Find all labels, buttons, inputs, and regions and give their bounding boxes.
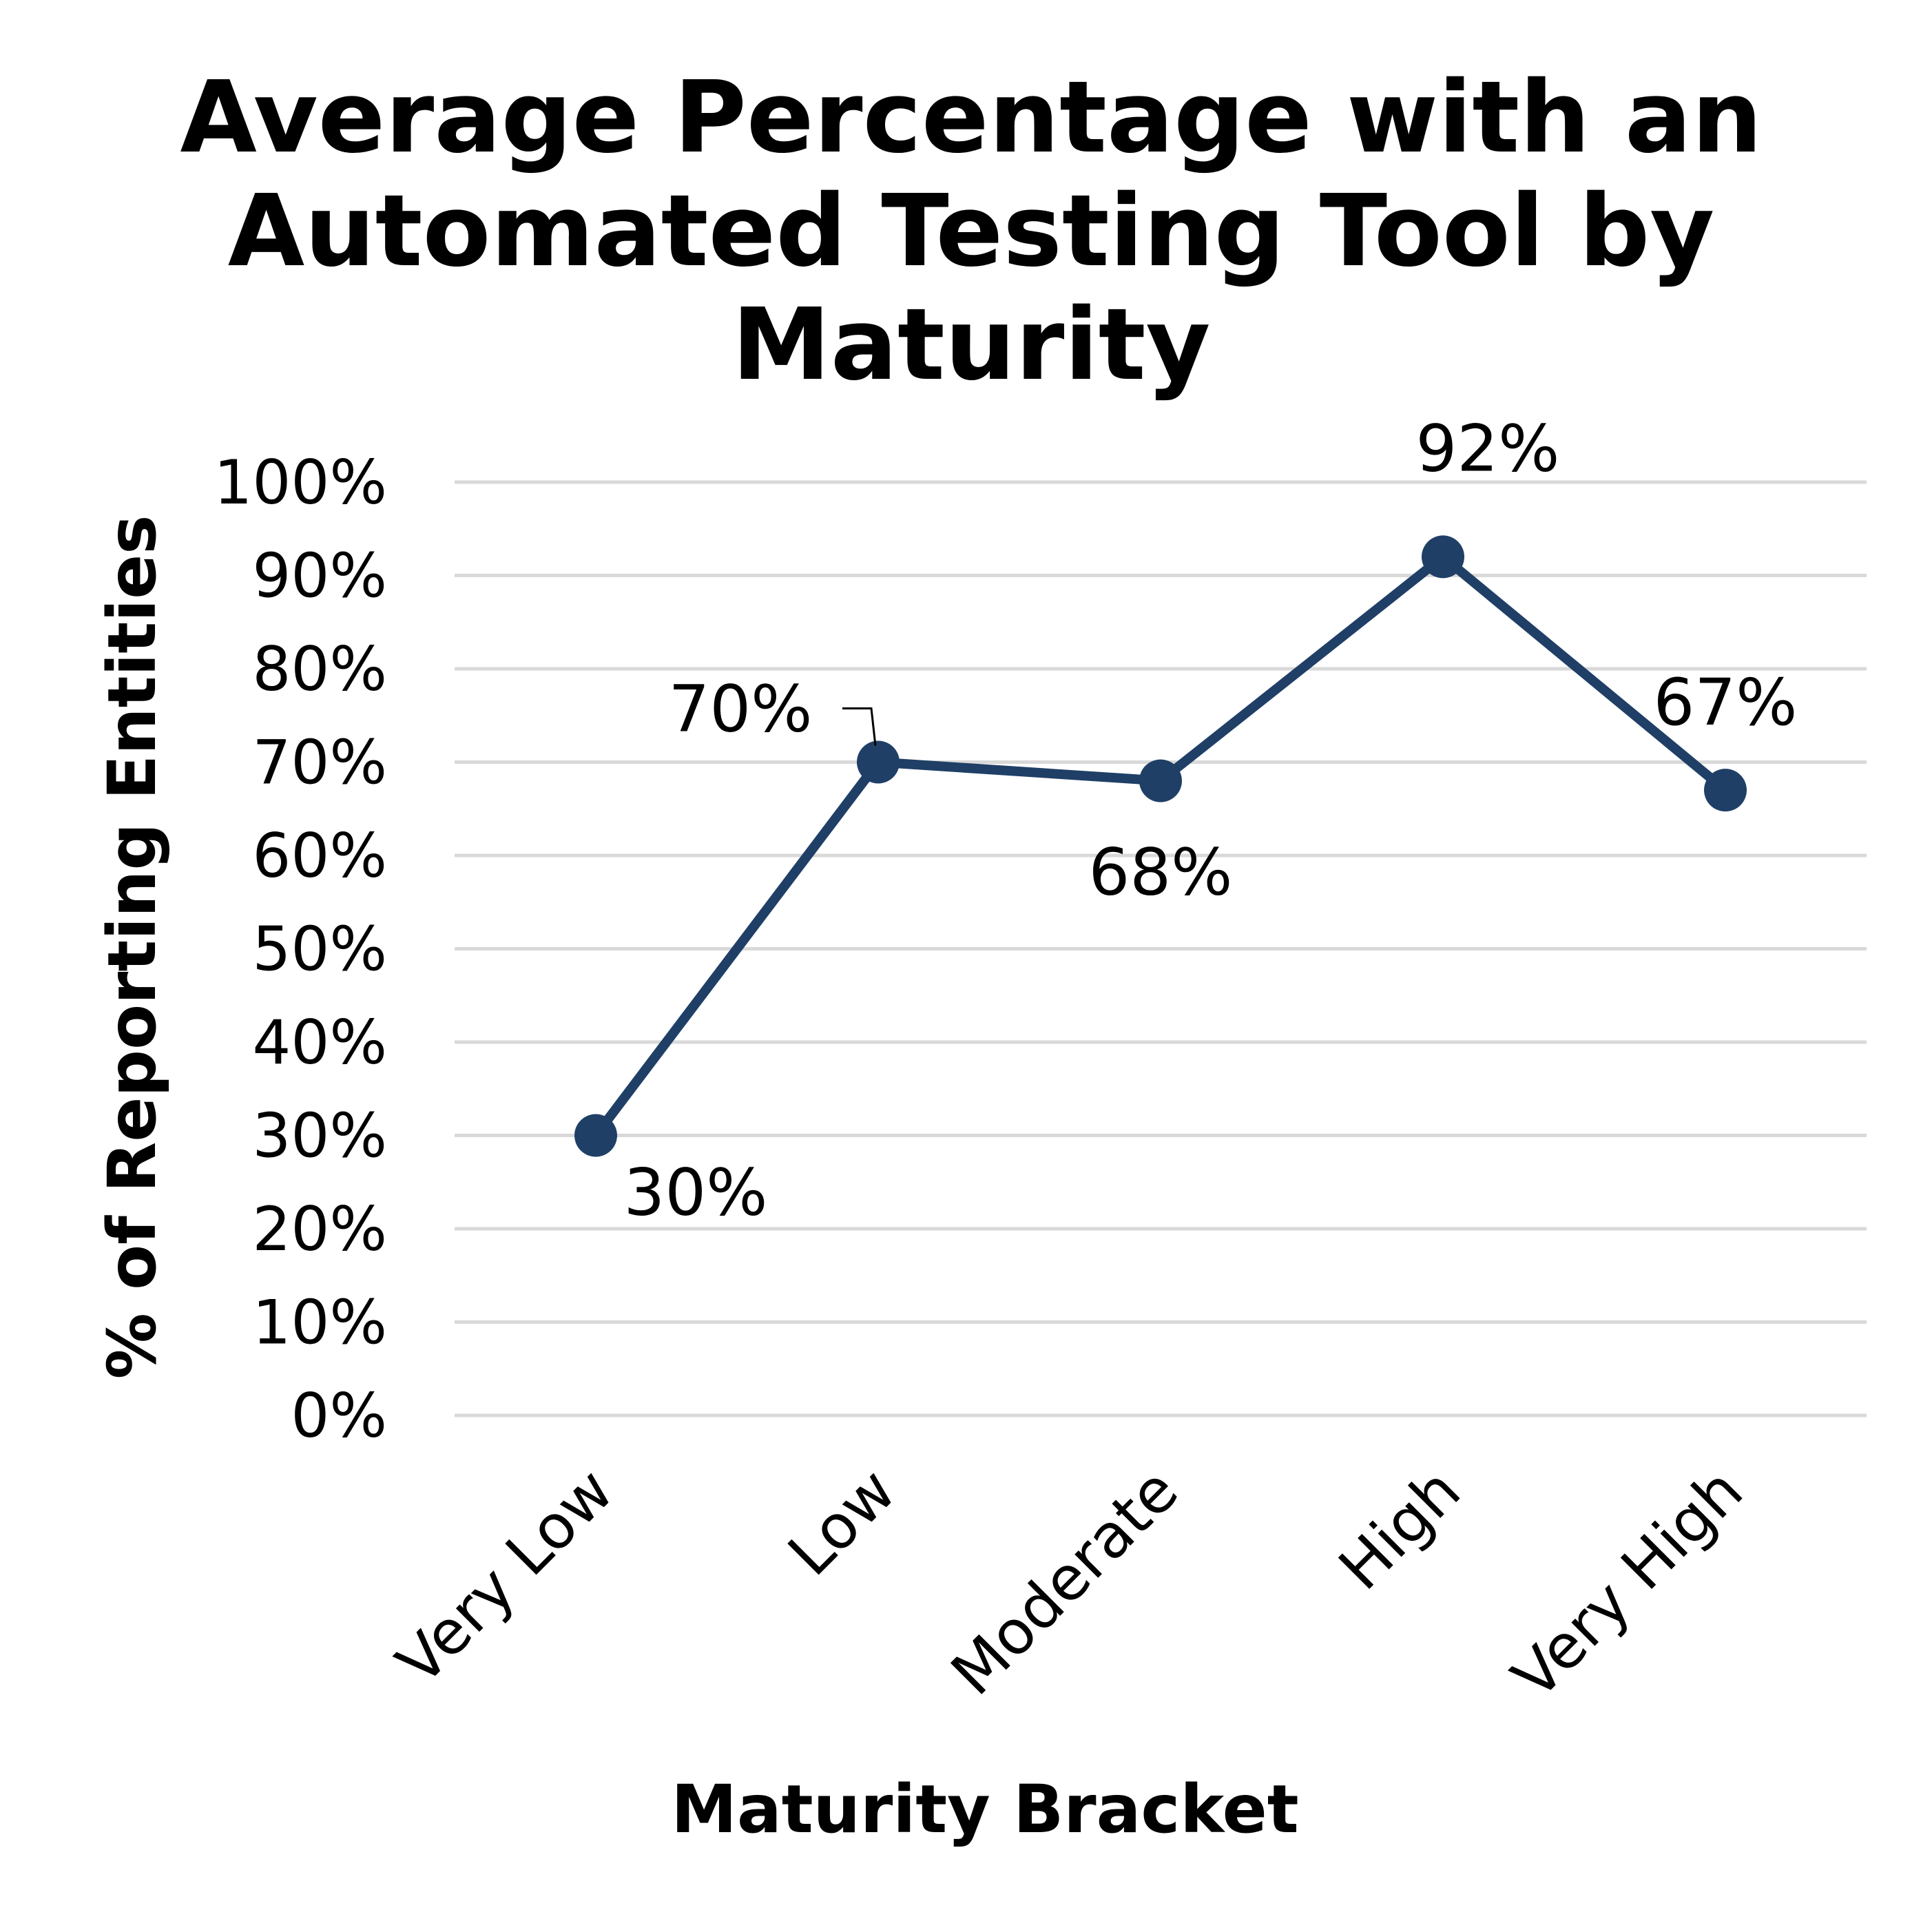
data-label: 68% bbox=[1089, 835, 1233, 911]
y-tick-label: 100% bbox=[214, 447, 387, 518]
y-tick-label: 80% bbox=[252, 634, 387, 705]
chart-title: Average Percentage with an Automated Tes… bbox=[180, 59, 1762, 402]
x-axis-ticks: Very Low Low Moderate High Very High bbox=[383, 1455, 1756, 1712]
data-point bbox=[857, 740, 900, 784]
y-tick-label: 90% bbox=[252, 541, 387, 612]
chart-title-line-2: Automated Testing Tool by bbox=[228, 173, 1714, 289]
data-label: 92% bbox=[1416, 411, 1560, 486]
x-axis-title: Maturity Bracket bbox=[671, 1771, 1298, 1848]
data-point bbox=[1422, 535, 1464, 579]
y-tick-label: 40% bbox=[252, 1007, 387, 1078]
data-label: 70% bbox=[669, 672, 813, 747]
y-tick-label: 50% bbox=[252, 914, 387, 985]
y-axis-title: % of Reporting Entities bbox=[94, 515, 171, 1380]
y-tick-label: 10% bbox=[252, 1287, 387, 1358]
data-label-leader-line bbox=[842, 707, 877, 746]
y-tick-label: 70% bbox=[252, 727, 387, 798]
data-point bbox=[574, 1114, 617, 1157]
y-tick-label: 0% bbox=[291, 1380, 387, 1451]
x-tick-label: Very Low bbox=[383, 1455, 627, 1699]
y-axis-ticks: 0% 10% 20% 30% 40% 50% 60% 70% 80% 90% 100% bbox=[214, 447, 387, 1451]
gridlines bbox=[455, 480, 1867, 1417]
y-tick-label: 30% bbox=[252, 1101, 387, 1172]
chart-title-line-3: Maturity bbox=[732, 287, 1211, 402]
x-tick-label: High bbox=[1325, 1455, 1474, 1603]
series-line-group bbox=[574, 535, 1747, 1157]
data-point bbox=[1704, 769, 1747, 812]
x-tick-label: Moderate bbox=[937, 1455, 1192, 1709]
x-tick-label: Low bbox=[774, 1455, 908, 1589]
data-labels: 30% 70% 68% 92% 67% bbox=[624, 411, 1798, 1230]
data-label: 67% bbox=[1654, 665, 1798, 740]
data-label: 30% bbox=[624, 1156, 768, 1231]
y-tick-label: 60% bbox=[252, 820, 387, 891]
x-tick-label: Very High bbox=[1499, 1455, 1756, 1712]
y-tick-label: 20% bbox=[252, 1194, 387, 1265]
chart-title-line-1: Average Percentage with an bbox=[180, 59, 1762, 175]
data-point bbox=[1139, 759, 1182, 802]
